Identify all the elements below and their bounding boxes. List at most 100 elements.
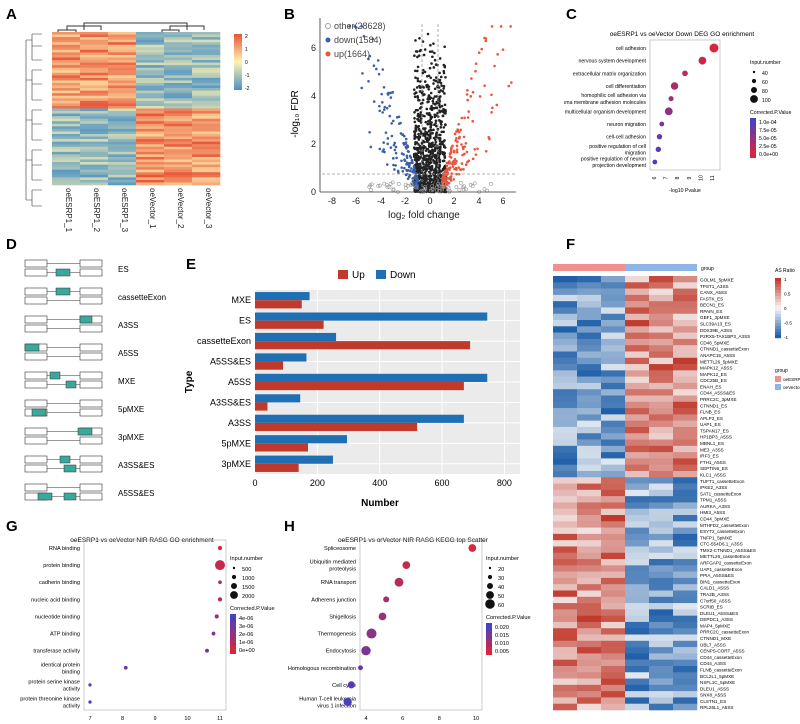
heatmap-cell [108, 77, 137, 81]
volcano-point [428, 119, 432, 122]
volcano-ylabel: -log₁₀ FDR [290, 90, 301, 138]
heatmap-cell [673, 565, 698, 572]
heatmap-cell [577, 408, 602, 415]
heatmap-cell [192, 32, 221, 35]
heatmap-cell [52, 162, 81, 165]
color-legend-title: Corrected.P.Value [486, 615, 531, 621]
heatmap-cell [108, 62, 137, 66]
heatmap-cell [601, 577, 626, 585]
color-legend-title: Corrected.P.Value [750, 110, 791, 116]
term-label: identical protein [41, 662, 80, 668]
heatmap-cell [673, 420, 698, 428]
as-ratio-swatch [775, 281, 781, 285]
volcano-point-other [404, 186, 408, 190]
as-ratio-tick: 1 [784, 277, 787, 282]
heatmap-cell [601, 364, 626, 371]
volcano-point [440, 104, 444, 108]
heatmap-cell [164, 39, 193, 43]
category-label: A3SS [228, 418, 251, 428]
heatmap-cell [577, 521, 602, 528]
heatmap-cell [553, 282, 578, 289]
heatmap-cell [108, 126, 137, 130]
color-legend-swatch [230, 614, 236, 622]
heatmap-cell [601, 628, 626, 635]
heatmap-cell [52, 177, 81, 181]
heatmap-cell [136, 32, 165, 35]
heatmap-cell [625, 345, 650, 352]
heatmap-cell [136, 103, 165, 107]
volcano-point [441, 140, 444, 144]
heatmap-cell [164, 49, 193, 53]
size-legend-dot [232, 566, 236, 570]
volcano-point-down [380, 92, 383, 96]
size-legend-label: 60 [762, 80, 768, 86]
heatmap-cell [52, 172, 81, 176]
term-dot [378, 612, 387, 621]
heatmap-cell [649, 527, 674, 535]
heatmap-cell [577, 584, 602, 591]
heatmap-cell [80, 126, 109, 130]
volcano-point-down [410, 167, 413, 170]
volcano-point-down [412, 169, 415, 172]
category-label: A5SS&ES [210, 357, 251, 367]
heatmap-cell [136, 182, 165, 186]
exon-box [79, 436, 103, 445]
volcano-point [432, 66, 436, 69]
heatmap-row-label: KLC1_A5SS [700, 472, 726, 477]
volcano-points [348, 25, 513, 194]
volcano-point-down [383, 105, 387, 109]
x-tick: 11 [710, 175, 716, 180]
term-label: Endocytosis [326, 649, 356, 655]
heatmap-cell [80, 154, 109, 158]
heatmap-cell [601, 521, 626, 528]
volcano-legend-down: down(1584) [334, 35, 382, 45]
heatmap-cell [52, 85, 81, 89]
volcano-point-up [470, 77, 473, 80]
volcano-point [429, 128, 432, 132]
as-ratio-tick: 0 [784, 306, 787, 311]
group-legend-label: oeVector [783, 385, 800, 390]
heatmap-cell [108, 162, 137, 165]
term-label: Cell cycle [332, 683, 356, 689]
term-dot [659, 121, 665, 127]
heatmap-cell [52, 131, 81, 135]
heatmap-cell [673, 389, 698, 396]
volcano-point-other [446, 186, 451, 191]
volcano-point-other [470, 184, 475, 189]
heatmap-cell [136, 88, 165, 91]
volcano-legend-up: up(1664) [334, 49, 370, 59]
volcano-point [425, 112, 429, 115]
volcano-point-down [385, 163, 389, 166]
heatmap-cell [577, 351, 602, 359]
volcano-point-down [415, 183, 419, 186]
volcano-point-down [378, 104, 381, 108]
heatmap-cell [601, 483, 626, 491]
heatmap-cell [52, 47, 81, 51]
volcano-point [417, 124, 420, 128]
heatmap-cell [601, 496, 626, 503]
heatmap-row-label: CTC-554D6.1_A3SS [700, 542, 743, 547]
volcano-point-down [385, 106, 389, 110]
heatmap-cell [136, 54, 165, 58]
volcano-point-up [507, 84, 511, 88]
heatmap-cell [625, 691, 650, 698]
color-legend-swatch [750, 134, 756, 142]
heatmap-cell [601, 489, 626, 497]
volcano-point [432, 136, 436, 140]
volcano-point-up [462, 167, 465, 171]
heatmap-cell [136, 93, 165, 97]
heatmap-cell [649, 389, 674, 396]
term-label: protein threonine kinase [20, 697, 80, 703]
heatmap-cell [136, 60, 165, 63]
volcano-point-down [382, 108, 386, 111]
heatmap-row-label: MAPK12_A5SS [700, 366, 732, 371]
volcano-point [429, 179, 433, 182]
heatmap-cell [80, 100, 109, 104]
volcano-point-other [442, 182, 446, 187]
heatmap-cell [625, 628, 650, 635]
heatmap-cell [553, 477, 578, 484]
heatmap-cell [108, 136, 137, 140]
heatmap-cell [80, 134, 109, 137]
size-legend-label: 1000 [242, 576, 254, 582]
term-label: Thermogenesis [317, 632, 356, 638]
